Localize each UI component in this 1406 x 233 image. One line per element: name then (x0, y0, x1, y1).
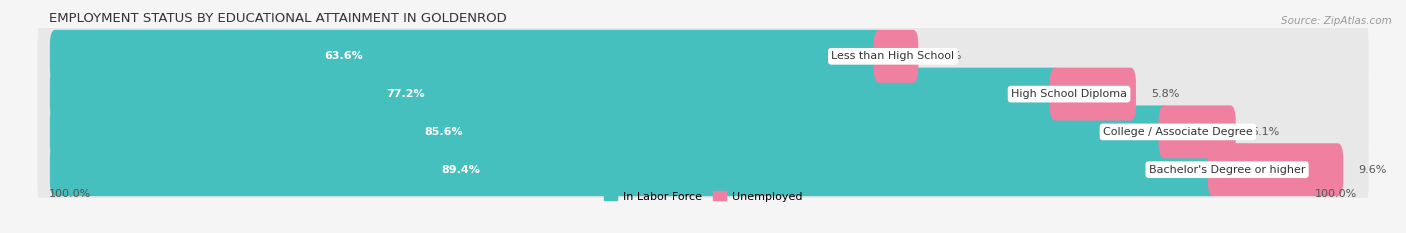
FancyBboxPatch shape (49, 143, 1219, 196)
FancyBboxPatch shape (49, 30, 884, 83)
FancyBboxPatch shape (1159, 106, 1236, 158)
FancyBboxPatch shape (1208, 143, 1343, 196)
Text: 77.2%: 77.2% (387, 89, 425, 99)
Text: College / Associate Degree: College / Associate Degree (1102, 127, 1253, 137)
Text: 2.6%: 2.6% (934, 51, 962, 61)
Text: 5.1%: 5.1% (1251, 127, 1279, 137)
Text: Source: ZipAtlas.com: Source: ZipAtlas.com (1281, 16, 1392, 26)
Text: Bachelor's Degree or higher: Bachelor's Degree or higher (1149, 165, 1305, 175)
FancyBboxPatch shape (1050, 68, 1136, 120)
Text: 5.8%: 5.8% (1152, 89, 1180, 99)
Text: 100.0%: 100.0% (1315, 189, 1358, 199)
Text: EMPLOYMENT STATUS BY EDUCATIONAL ATTAINMENT IN GOLDENROD: EMPLOYMENT STATUS BY EDUCATIONAL ATTAINM… (48, 12, 506, 25)
FancyBboxPatch shape (38, 126, 1368, 214)
FancyBboxPatch shape (873, 30, 918, 83)
FancyBboxPatch shape (38, 88, 1368, 176)
Legend: In Labor Force, Unemployed: In Labor Force, Unemployed (599, 187, 807, 206)
Text: 63.6%: 63.6% (325, 51, 363, 61)
Text: 85.6%: 85.6% (425, 127, 463, 137)
Text: 89.4%: 89.4% (441, 165, 479, 175)
Text: 100.0%: 100.0% (48, 189, 91, 199)
FancyBboxPatch shape (49, 106, 1170, 158)
FancyBboxPatch shape (38, 12, 1368, 100)
Text: 9.6%: 9.6% (1358, 165, 1386, 175)
FancyBboxPatch shape (38, 50, 1368, 138)
FancyBboxPatch shape (49, 68, 1060, 120)
Text: High School Diploma: High School Diploma (1011, 89, 1128, 99)
Text: Less than High School: Less than High School (831, 51, 955, 61)
